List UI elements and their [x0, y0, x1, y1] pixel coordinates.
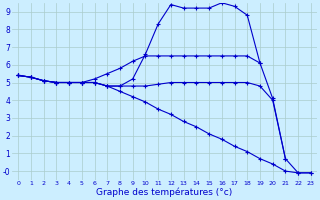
- X-axis label: Graphe des températures (°c): Graphe des températures (°c): [96, 188, 233, 197]
